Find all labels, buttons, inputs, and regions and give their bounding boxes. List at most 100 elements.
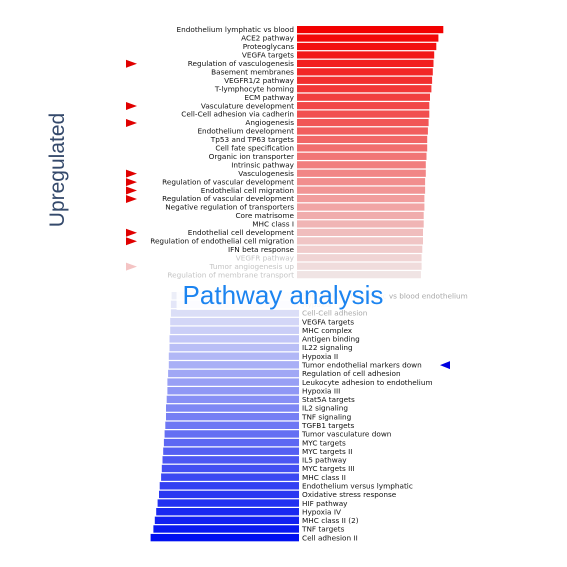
up-bar-label: VEGFA targets xyxy=(242,51,294,60)
up-bar-label: Regulation of endothelial cell migration xyxy=(150,236,294,245)
down-bar xyxy=(162,456,299,464)
down-bar-label: MYC targets III xyxy=(302,464,355,473)
up-marker-arrow xyxy=(126,262,137,271)
down-bar-label: MHC class II (2) xyxy=(302,516,359,525)
down-bar xyxy=(166,404,299,412)
down-bar xyxy=(170,317,299,326)
down-marker-arrow xyxy=(440,361,450,370)
up-bar-label: Core matrisome xyxy=(235,211,294,220)
down-bar xyxy=(167,378,299,386)
up-bar-label: Intrinsic pathway xyxy=(231,160,294,169)
downregulated-bars: Endothelium lymphatic vs blood endotheli… xyxy=(150,291,468,542)
down-bar xyxy=(170,326,299,334)
up-bar-label: T-lymphocyte homing xyxy=(214,84,294,93)
down-bar-label: IL5 pathway xyxy=(302,456,347,465)
down-bar-label: MHC class II xyxy=(302,473,346,482)
down-bar xyxy=(163,447,299,455)
up-bar xyxy=(297,161,426,169)
up-marker-arrow xyxy=(126,228,137,237)
up-bar-label: Regulation of vasculogenesis xyxy=(188,59,294,68)
up-bar xyxy=(297,220,424,228)
down-bar-label: TGFB1 targets xyxy=(301,421,354,430)
up-bar xyxy=(297,254,422,262)
up-bar-label: Proteoglycans xyxy=(243,42,294,51)
down-bar-label: Hypoxia II xyxy=(302,352,338,361)
down-bar-label: TNF targets xyxy=(301,525,345,534)
down-bar-label: Tumor vasculature down xyxy=(301,430,391,439)
down-bar xyxy=(169,335,299,343)
down-bar xyxy=(167,387,299,395)
up-bar xyxy=(297,118,429,127)
up-bar-label: IFN beta response xyxy=(228,245,295,254)
down-bar-label: Oxidative stress response xyxy=(302,490,397,499)
up-marker-arrow xyxy=(126,237,137,246)
chart-title: Pathway analysis xyxy=(176,280,390,310)
up-bar xyxy=(297,228,423,236)
up-bar-label: Negative regulation of transporters xyxy=(165,203,294,212)
up-bar xyxy=(297,68,433,76)
down-bar xyxy=(166,395,299,404)
down-bar-label: MYC targets II xyxy=(302,447,352,456)
up-bar-label: ECM pathway xyxy=(244,93,294,102)
up-bar xyxy=(297,26,444,34)
up-bar xyxy=(297,262,422,270)
up-bar-label: Endothelium development xyxy=(197,127,294,136)
down-bar xyxy=(157,499,299,507)
up-bar xyxy=(297,152,427,160)
up-bar xyxy=(297,76,433,84)
up-bar xyxy=(297,203,425,211)
down-bar-label: Tumor endothelial markers down xyxy=(301,361,422,370)
up-bar xyxy=(297,245,423,253)
down-bar xyxy=(164,430,299,438)
up-bar-label: Endothelial cell migration xyxy=(201,186,294,195)
down-bar-label: HIF pathway xyxy=(302,499,348,508)
down-bar-label: Cell adhesion II xyxy=(302,533,358,542)
up-bar xyxy=(297,135,428,144)
up-bar xyxy=(297,34,439,42)
up-bar-label: Angiogenesis xyxy=(245,118,294,127)
up-bar-label: Endothelial cell development xyxy=(188,228,294,237)
up-bar-label: Tumor angiogenesis up xyxy=(208,262,294,271)
up-bar-label: Endothelium lymphatic vs blood xyxy=(177,25,294,34)
up-marker-arrow xyxy=(126,169,137,178)
up-bar xyxy=(297,186,426,194)
up-bar-label: Regulation of vascular development xyxy=(162,177,294,186)
down-bar xyxy=(156,508,299,516)
up-bar-label: VEGFR pathway xyxy=(236,253,295,262)
up-bar-label: Vasculogenesis xyxy=(238,169,294,178)
down-bar-label: IL22 signaling xyxy=(302,343,353,352)
down-bar xyxy=(154,516,299,525)
down-bar-label: TNF signaling xyxy=(301,412,351,421)
down-bar-label: IL2 signaling xyxy=(302,404,348,413)
down-bar-label: MHC complex xyxy=(302,326,353,335)
up-marker-arrow xyxy=(126,186,137,195)
up-bar xyxy=(297,144,428,152)
up-bar xyxy=(297,59,434,67)
down-bar xyxy=(169,343,299,352)
up-marker-arrow xyxy=(126,195,137,203)
down-bar-label: Hypoxia IV xyxy=(302,507,341,516)
up-bar-label: Cell fate specification xyxy=(215,144,294,153)
up-bar-label: Basement membranes xyxy=(211,67,294,76)
down-bar-label: Hypoxia III xyxy=(302,386,340,395)
up-bar-label: MHC class I xyxy=(252,220,294,229)
up-bar xyxy=(297,102,430,110)
down-bar xyxy=(168,361,299,369)
down-bar-label: Stat5A targets xyxy=(302,395,355,404)
down-bar xyxy=(159,490,299,499)
up-bar xyxy=(297,271,421,279)
down-bar xyxy=(153,525,299,533)
down-bar xyxy=(150,533,299,542)
down-bar-label: Endothelium versus lymphatic xyxy=(302,481,413,490)
up-bar-label: ACE2 pathway xyxy=(241,34,295,43)
up-bar xyxy=(297,211,424,220)
up-bar-label: Cell-Cell adhesion via cadherin xyxy=(181,110,294,119)
down-bar-label: Leukocyte adhesion to endothelium xyxy=(302,378,433,387)
down-bar-label: Antigen binding xyxy=(302,335,360,344)
y-axis-label: Upregulated xyxy=(46,112,69,228)
up-marker-arrow xyxy=(126,178,137,187)
up-bar xyxy=(297,195,425,203)
up-bar xyxy=(297,237,423,245)
up-bar-label: Tp53 and TP63 targets xyxy=(210,135,294,144)
